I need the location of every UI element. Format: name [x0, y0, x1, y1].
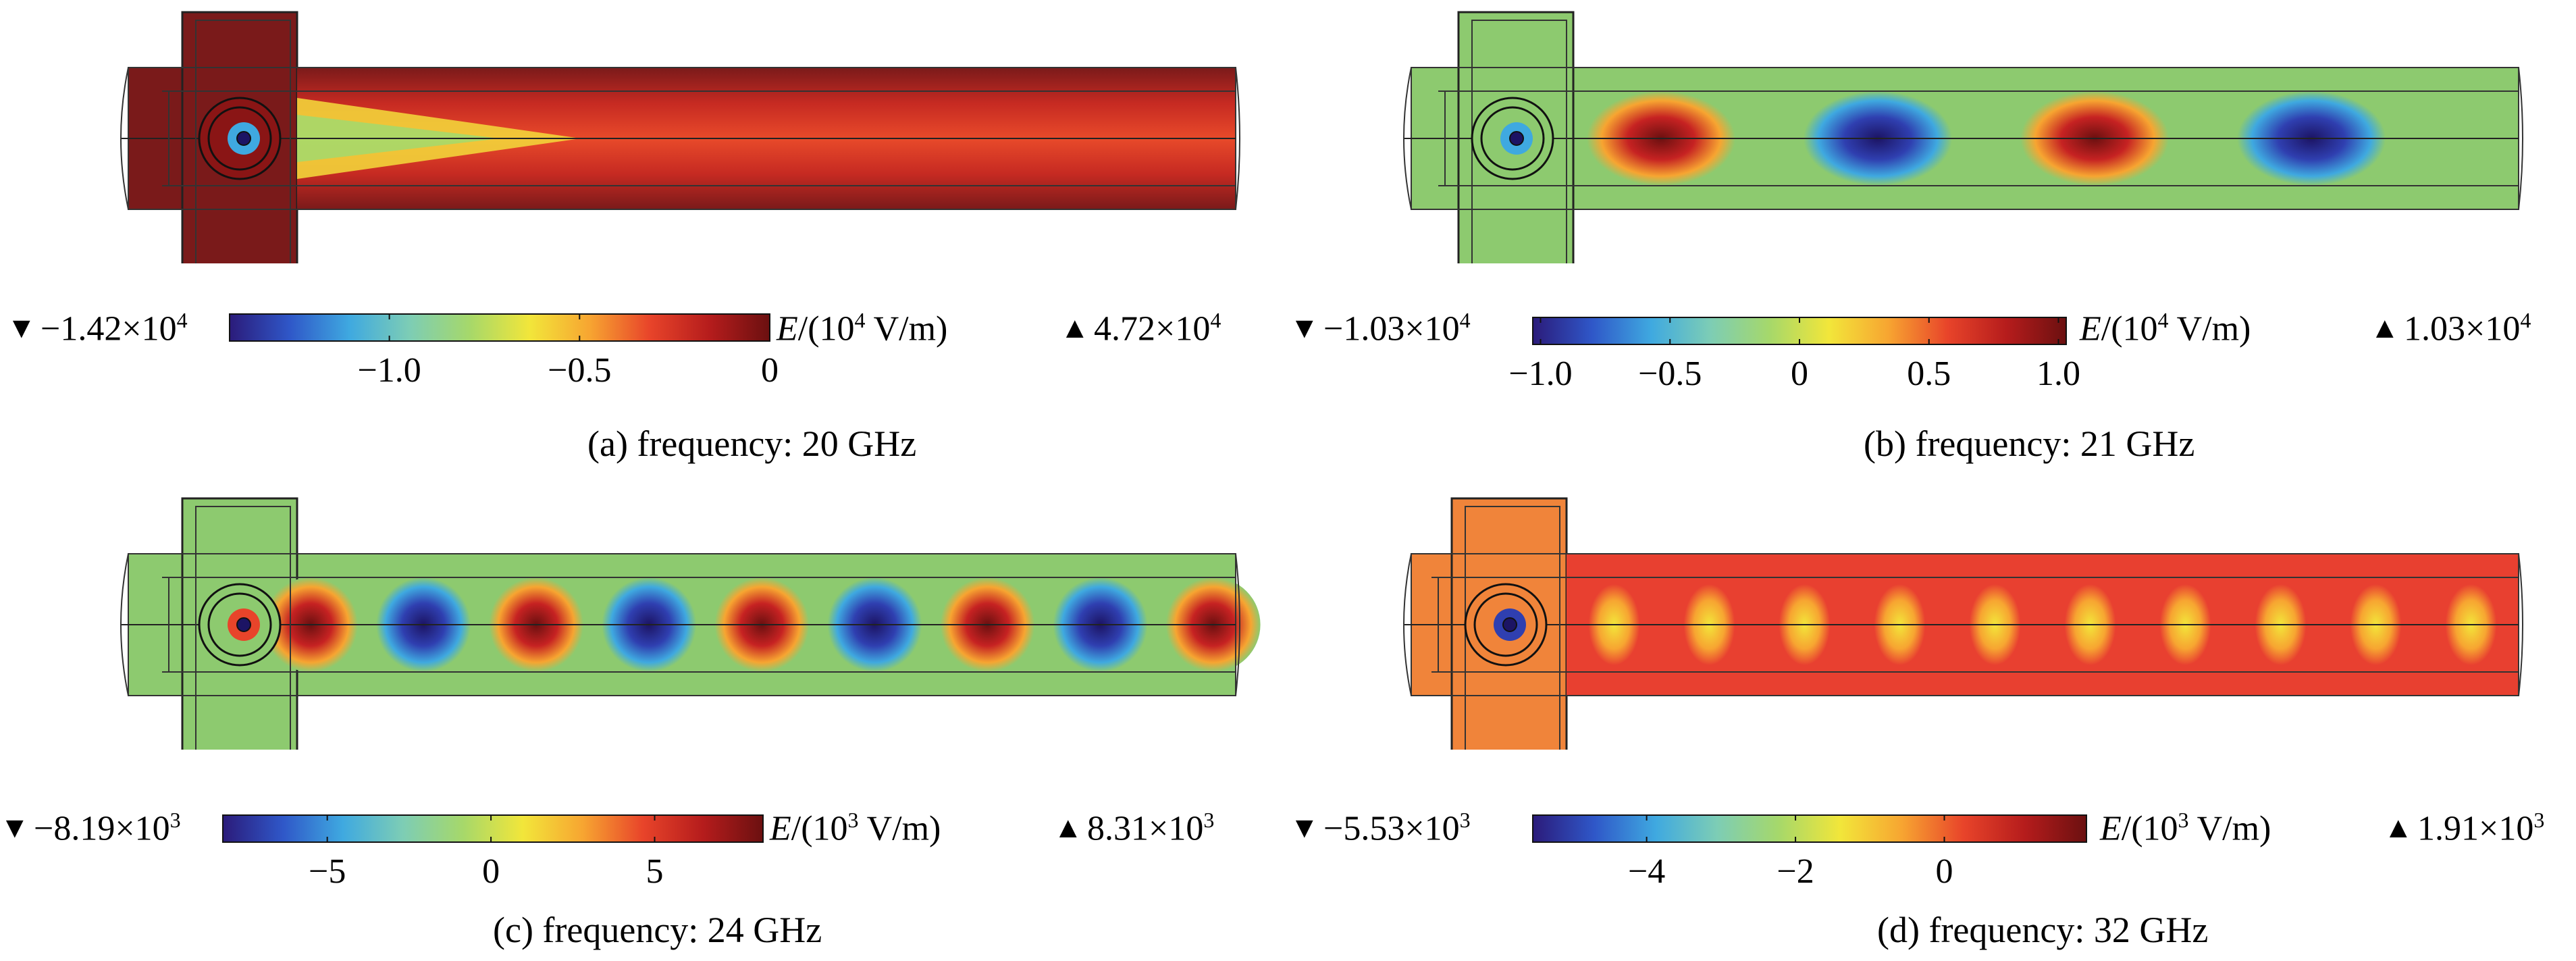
caption: (c) frequency: 24 GHz — [493, 910, 822, 950]
max-value-label: 1.91×103 — [2417, 808, 2545, 848]
min-value-label: −1.03×104 — [1323, 308, 1471, 348]
colorbar-a: −1.0 −0.5 0 — [229, 313, 779, 390]
panel-a: ▼ −1.42×104 −1.0 −0.5 0 E/(104 V/m) ▲ 4.72… — [0, 0, 1283, 473]
colorbar-tick-label: 1.0 — [2036, 355, 2080, 393]
colorbar-tick-label: −0.5 — [1638, 355, 1702, 393]
unit-label: E/(103 V/m) — [2100, 808, 2271, 848]
colorbar-b: −1.0 −0.5 0 0.5 1.0 — [1508, 317, 2080, 393]
max-triangle-icon: ▲ — [1053, 811, 1083, 844]
colorbar-tick-label: 0 — [1935, 852, 1953, 891]
max-value-label: 1.03×104 — [2404, 308, 2531, 348]
min-triangle-icon: ▼ — [0, 811, 30, 844]
unit-label: E/(104 V/m) — [777, 308, 948, 348]
colorbar-d: −4 −2 0 — [1532, 814, 2087, 891]
panel-c: ▼ −8.19×103 −5 0 5 E/(103 V/m) ▲ 8.31×103 … — [0, 486, 1283, 959]
colorbar-gradient — [229, 313, 770, 342]
max-value-label: 8.31×103 — [1087, 808, 1215, 848]
colorbar-tick-label: 0.5 — [1907, 355, 1951, 393]
caption: (a) frequency: 20 GHz — [587, 423, 917, 464]
caption: (d) frequency: 32 GHz — [1877, 910, 2209, 950]
min-triangle-icon: ▼ — [1290, 811, 1319, 844]
field-plot-d — [1403, 497, 2523, 750]
min-triangle-icon: ▼ — [7, 311, 36, 344]
max-triangle-icon: ▲ — [2384, 811, 2413, 844]
min-triangle-icon: ▼ — [1290, 311, 1319, 344]
colorbar-tick-label: −0.5 — [548, 351, 611, 390]
field-plot-c — [120, 497, 1261, 750]
colorbar-tick-label: −4 — [1628, 852, 1665, 891]
colorbar-tick-label: −1.0 — [1508, 355, 1572, 393]
colorbar-tick-label: −5 — [309, 852, 346, 891]
field-plot-a — [120, 11, 1240, 263]
max-triangle-icon: ▲ — [2370, 311, 2400, 344]
field-plot-b — [1403, 11, 2523, 263]
max-value-label: 4.72×104 — [1094, 308, 1221, 348]
colorbar-tick-label: 0 — [482, 852, 500, 891]
max-triangle-icon: ▲ — [1060, 311, 1090, 344]
min-value-label: −8.19×103 — [34, 808, 181, 848]
caption: (b) frequency: 21 GHz — [1864, 423, 2195, 464]
colorbar-c: −5 0 5 — [222, 814, 764, 891]
unit-label: E/(103 V/m) — [770, 808, 941, 848]
colorbar-tick-label: 5 — [646, 852, 664, 891]
min-value-label: −5.53×103 — [1323, 808, 1471, 848]
colorbar-gradient — [1532, 814, 2087, 843]
colorbar-tick-label: 0 — [1791, 355, 1808, 393]
panel-b: ▼ −1.03×104 −1.0 −0.5 0 0.5 1.0 E/(104 V/m) … — [1290, 0, 2573, 473]
min-value-label: −1.42×104 — [41, 308, 188, 348]
colorbar-tick-label: −1.0 — [357, 351, 421, 390]
unit-label: E/(104 V/m) — [2080, 308, 2251, 348]
colorbar-tick-label: 0 — [761, 351, 779, 390]
panel-d: ▼ −5.53×103 −4 −2 0 E/(103 V/m) ▲ 1.91×103… — [1290, 486, 2573, 959]
colorbar-gradient — [222, 814, 764, 843]
colorbar-tick-label: −2 — [1777, 852, 1814, 891]
